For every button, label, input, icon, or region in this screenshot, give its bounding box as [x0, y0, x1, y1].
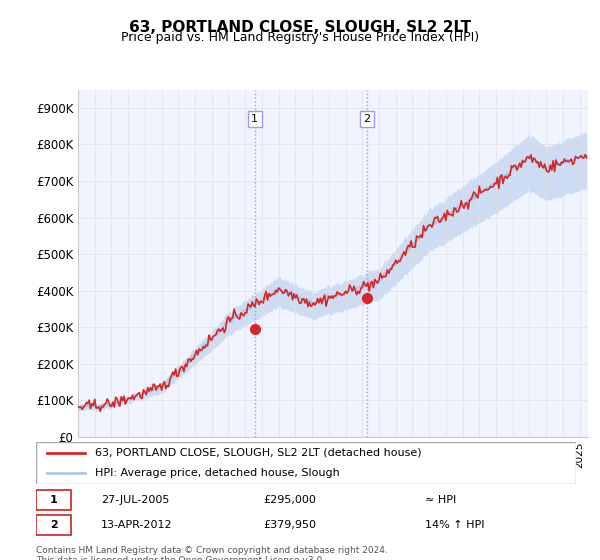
- Text: 2: 2: [50, 520, 58, 530]
- Text: £295,000: £295,000: [263, 495, 316, 505]
- Text: 27-JUL-2005: 27-JUL-2005: [101, 495, 169, 505]
- Text: 2: 2: [364, 114, 371, 124]
- Text: 13-APR-2012: 13-APR-2012: [101, 520, 172, 530]
- FancyBboxPatch shape: [36, 515, 71, 535]
- Text: ≈ HPI: ≈ HPI: [425, 495, 456, 505]
- FancyBboxPatch shape: [36, 442, 576, 484]
- Text: Price paid vs. HM Land Registry's House Price Index (HPI): Price paid vs. HM Land Registry's House …: [121, 31, 479, 44]
- Text: 14% ↑ HPI: 14% ↑ HPI: [425, 520, 484, 530]
- Text: Contains HM Land Registry data © Crown copyright and database right 2024.
This d: Contains HM Land Registry data © Crown c…: [36, 546, 388, 560]
- Text: HPI: Average price, detached house, Slough: HPI: Average price, detached house, Slou…: [95, 468, 340, 478]
- Text: £379,950: £379,950: [263, 520, 316, 530]
- Text: 1: 1: [251, 114, 258, 124]
- Text: 63, PORTLAND CLOSE, SLOUGH, SL2 2LT (detached house): 63, PORTLAND CLOSE, SLOUGH, SL2 2LT (det…: [95, 448, 422, 458]
- Text: 1: 1: [50, 495, 58, 505]
- Text: 63, PORTLAND CLOSE, SLOUGH, SL2 2LT: 63, PORTLAND CLOSE, SLOUGH, SL2 2LT: [129, 20, 471, 35]
- FancyBboxPatch shape: [36, 489, 71, 510]
